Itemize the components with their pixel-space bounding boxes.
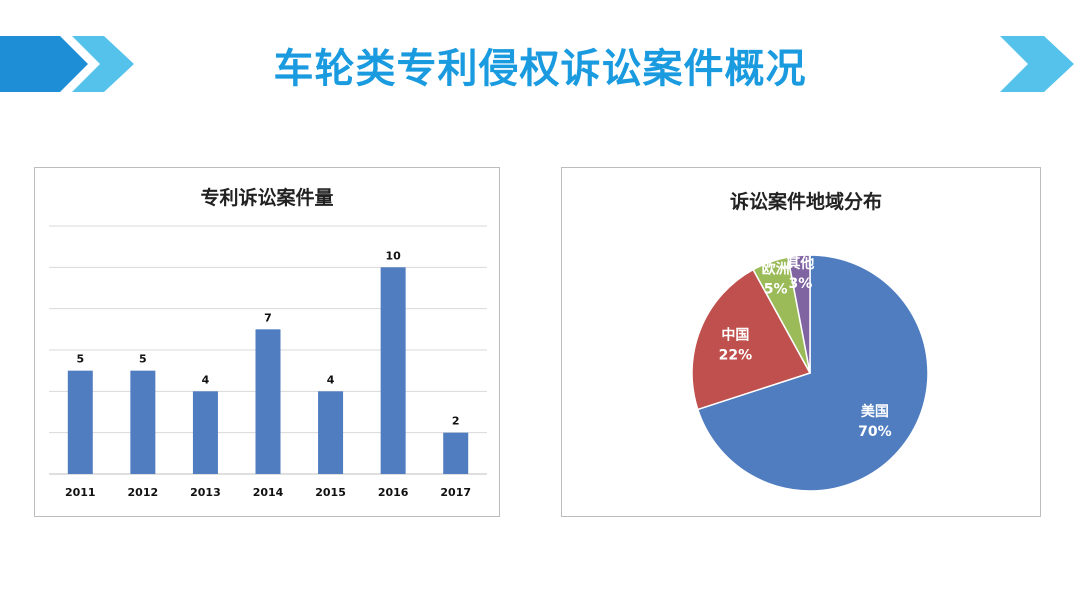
right-arrow-decoration bbox=[1000, 36, 1074, 92]
x-tick-2014: 2014 bbox=[253, 486, 284, 499]
bar-value-label-2017: 2 bbox=[452, 415, 460, 428]
bar-marks bbox=[67, 267, 469, 474]
bar-chart-title: 专利诉讼案件量 bbox=[200, 186, 333, 209]
pie-label-name-0: 美国 bbox=[861, 403, 889, 420]
left-arrow-light bbox=[72, 36, 134, 92]
bar-2016 bbox=[380, 267, 406, 474]
pie-slice-1 bbox=[691, 268, 812, 411]
pie-labels: 美国 70% 中国 22% 欧洲 5% 其他 3% bbox=[719, 255, 892, 440]
bar-2014 bbox=[255, 329, 281, 474]
pie-chart: 诉讼案件地域分布 美国 70% 中国 22% 欧洲 5% 其他 3% bbox=[691, 190, 929, 492]
bar-value-label-2012: 5 bbox=[139, 353, 147, 366]
pie-label-pct-0: 70% bbox=[858, 424, 892, 440]
x-tick-2012: 2012 bbox=[128, 486, 159, 499]
bar-value-label-2015: 4 bbox=[327, 373, 335, 386]
bar-value-label-2013: 4 bbox=[202, 373, 210, 386]
x-tick-2013: 2013 bbox=[190, 486, 221, 499]
right-arrow-light bbox=[1000, 36, 1074, 92]
left-arrow-decoration bbox=[0, 36, 134, 92]
pie-label-pct-3: 3% bbox=[789, 276, 813, 292]
bar-value-label-2014: 7 bbox=[264, 311, 272, 324]
pie-slice-0 bbox=[696, 254, 929, 492]
pie-chart-panel: 诉讼案件地域分布 美国 70% 中国 22% 欧洲 5% 其他 3% bbox=[561, 167, 1041, 517]
bar-data-labels: 5 5 4 7 4 10 2 bbox=[76, 249, 459, 427]
bar-x-tick-labels: 2011 2012 2013 2014 2015 2016 2017 bbox=[65, 486, 471, 499]
x-tick-2015: 2015 bbox=[315, 486, 346, 499]
bar-value-label-2016: 10 bbox=[385, 249, 401, 262]
x-tick-2016: 2016 bbox=[378, 486, 409, 499]
bar-2013 bbox=[192, 391, 218, 474]
bar-value-label-2011: 5 bbox=[76, 353, 84, 366]
bar-2011 bbox=[67, 370, 93, 474]
pie-label-pct-2: 5% bbox=[764, 282, 788, 298]
pie-label-name-3: 其他 bbox=[786, 255, 814, 272]
bar-chart-panel: 专利诉讼案件量 5 5 4 7 4 10 2 2011 2012 2013 2014 2015 201… bbox=[34, 167, 500, 517]
x-tick-2017: 2017 bbox=[440, 486, 471, 499]
bar-2012 bbox=[130, 370, 156, 474]
bar-2015 bbox=[318, 391, 344, 474]
pie-label-name-1: 中国 bbox=[721, 326, 749, 343]
pie-label-pct-1: 22% bbox=[719, 347, 753, 363]
bar-2017 bbox=[443, 432, 469, 474]
pie-slice-3 bbox=[787, 254, 811, 374]
slide-title: 车轮类专利侵权诉讼案件概况 bbox=[273, 46, 807, 92]
pie-chart-title: 诉讼案件地域分布 bbox=[730, 190, 882, 213]
left-arrow-dark bbox=[0, 36, 88, 92]
x-tick-2011: 2011 bbox=[65, 486, 96, 499]
pie-slices bbox=[691, 254, 929, 492]
pie-label-name-2: 欧洲 bbox=[762, 261, 790, 278]
